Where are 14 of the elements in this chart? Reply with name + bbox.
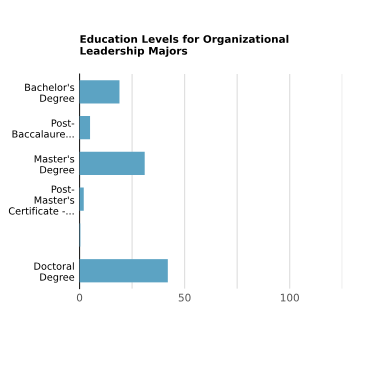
bar [80, 116, 90, 140]
bar [80, 259, 168, 282]
y-tick-label: Post- Baccalaure... [12, 120, 74, 138]
chart-title: Education Levels for Organizational Leadership Majors [80, 34, 288, 57]
bar [80, 152, 145, 176]
y-tick-label: Doctoral Degree [34, 262, 74, 283]
y-tick-label: Bachelor's Degree [25, 83, 74, 104]
bar [80, 188, 84, 211]
bar [80, 80, 120, 104]
x-tick-label: 50 [178, 294, 191, 302]
y-tick-label: Master's Degree [34, 155, 74, 176]
x-tick-label: 0 [76, 294, 82, 302]
y-tick-label: Post- Master's Certificate -... [8, 186, 74, 215]
x-tick-label: 100 [280, 294, 299, 302]
